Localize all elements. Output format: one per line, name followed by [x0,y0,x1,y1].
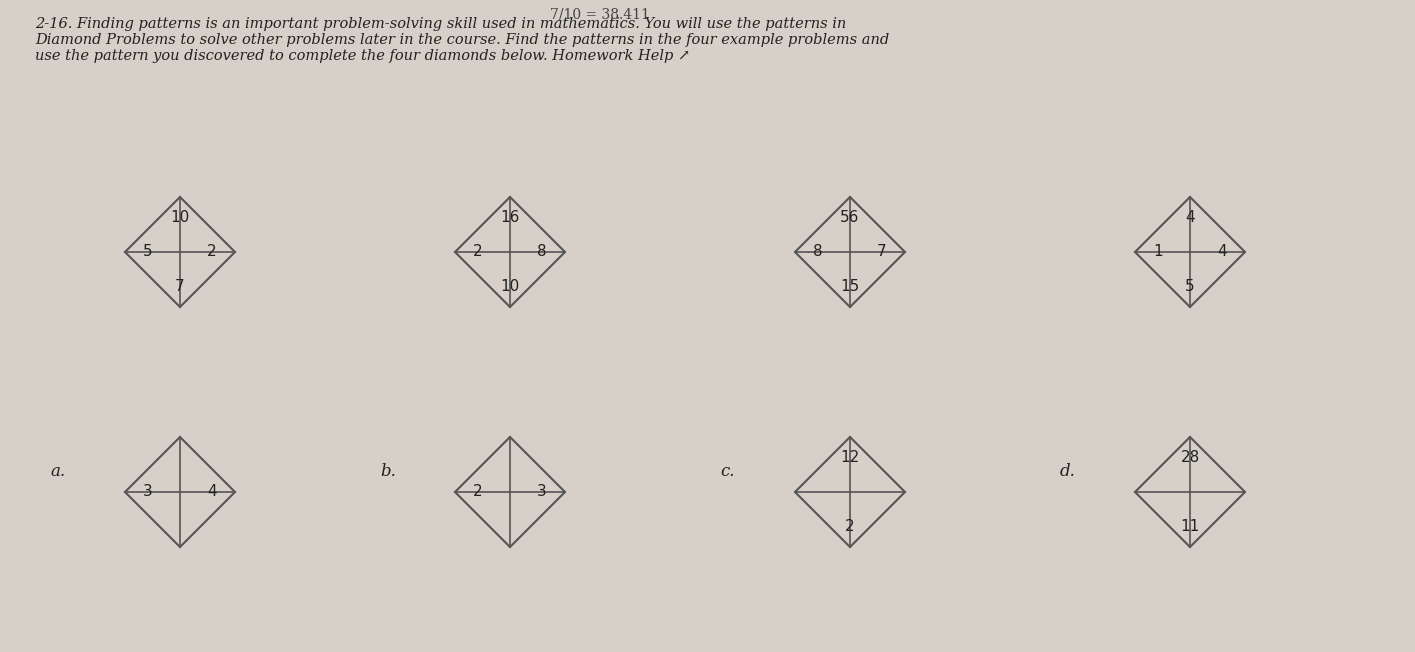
Text: 12: 12 [841,451,860,466]
Text: 2: 2 [207,244,216,259]
Text: 7/10 = 38.411: 7/10 = 38.411 [550,7,649,21]
Text: a.: a. [50,464,65,481]
Text: 4: 4 [207,484,216,499]
Text: 1: 1 [1153,244,1163,259]
Text: 10: 10 [170,211,190,226]
Text: 10: 10 [501,278,519,293]
Text: b.: b. [381,464,396,481]
Text: 28: 28 [1180,451,1200,466]
Text: 2: 2 [473,484,483,499]
Text: 3: 3 [143,484,153,499]
Text: 2-16. Finding patterns is an important problem-solving skill used in mathematics: 2-16. Finding patterns is an important p… [35,17,889,63]
Text: 2: 2 [845,518,855,533]
Text: 4: 4 [1217,244,1227,259]
Text: 15: 15 [841,278,860,293]
Text: 5: 5 [1186,278,1194,293]
Text: 8: 8 [814,244,824,259]
Text: 3: 3 [538,484,546,499]
Text: 7: 7 [175,278,185,293]
Text: 11: 11 [1180,518,1200,533]
Text: 8: 8 [538,244,546,259]
Text: d.: d. [1060,464,1075,481]
Text: 16: 16 [501,211,519,226]
Text: 56: 56 [841,211,860,226]
Text: 2: 2 [473,244,483,259]
Text: 4: 4 [1186,211,1194,226]
Text: c.: c. [720,464,734,481]
Text: 5: 5 [143,244,153,259]
Text: 7: 7 [877,244,887,259]
